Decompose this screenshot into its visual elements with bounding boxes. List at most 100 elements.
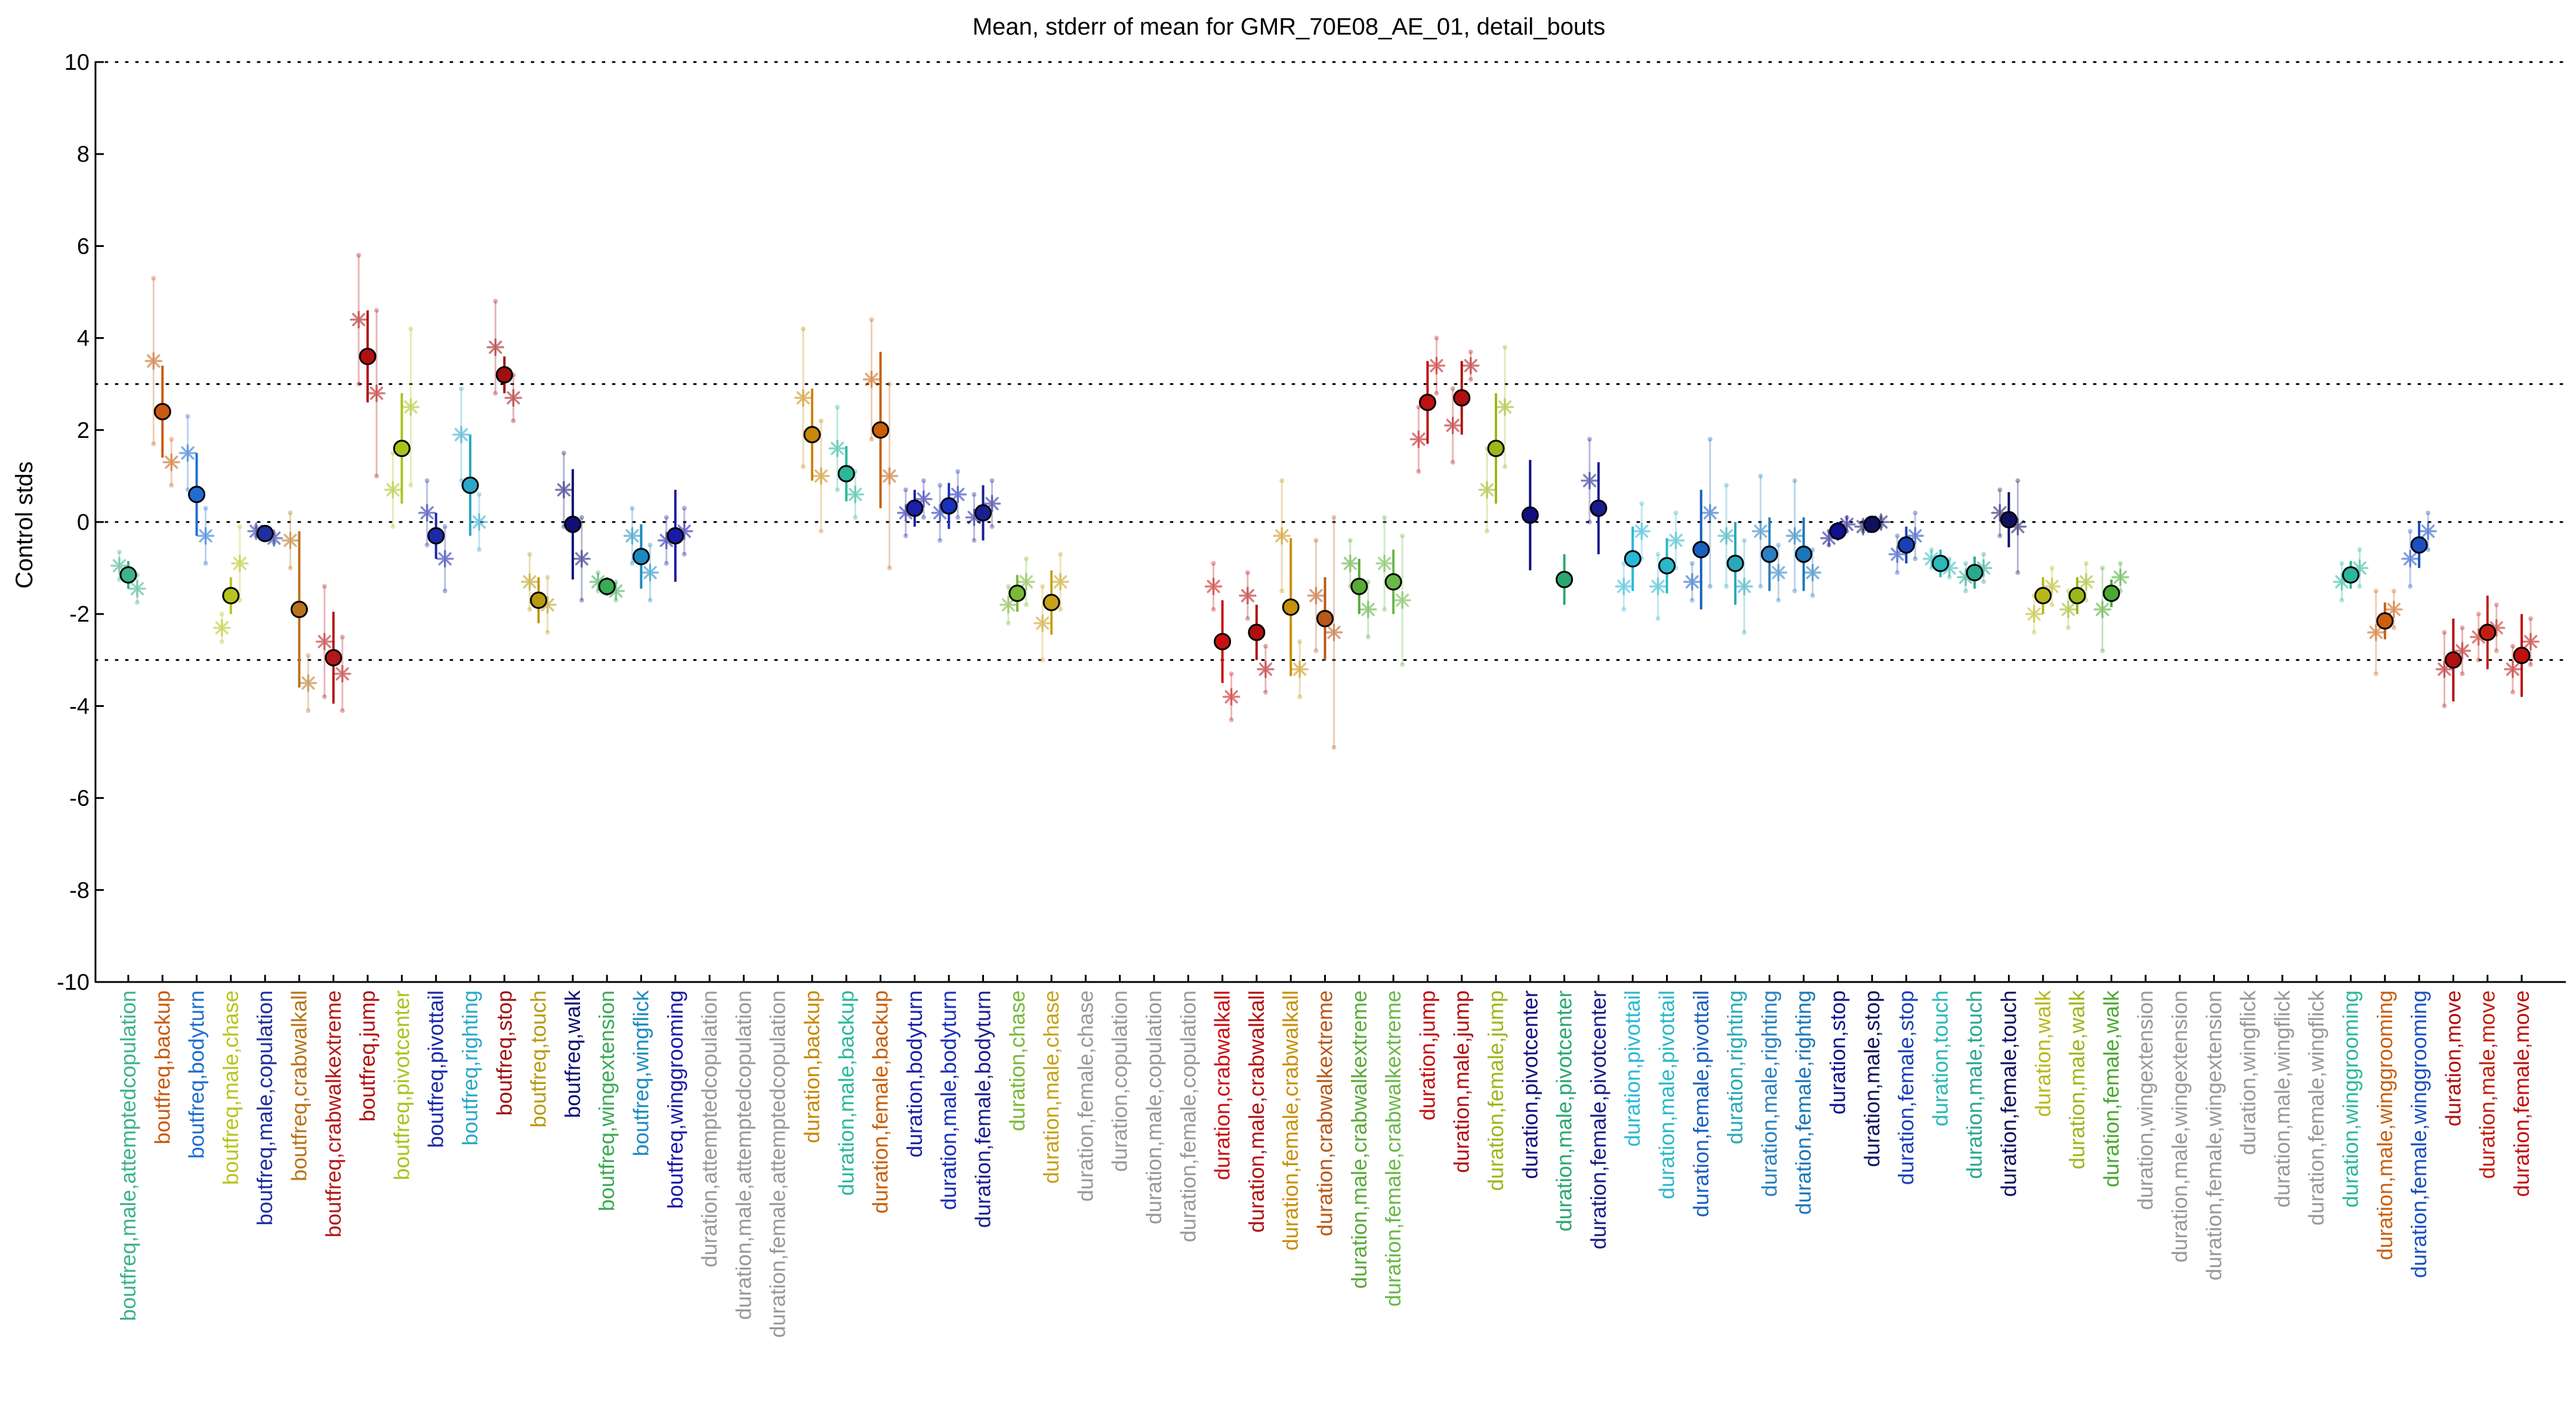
sub-error-dot	[887, 381, 892, 387]
sub-mean-star	[1273, 527, 1291, 545]
category-marks	[2435, 618, 2472, 709]
sub-mean-star	[384, 481, 402, 499]
mean-marker	[667, 527, 684, 545]
y-tick-label: 8	[77, 142, 90, 167]
sub-error-dot	[2373, 588, 2378, 594]
x-tick-label: duration,male,chase	[1039, 990, 1063, 1184]
sub-mean-star	[144, 352, 163, 370]
sub-error-dot	[511, 418, 516, 424]
sub-error-dot	[2391, 625, 2396, 631]
mean-marker	[1282, 598, 1300, 616]
category-marks	[555, 450, 591, 603]
category-marks	[999, 556, 1035, 626]
mean-marker	[598, 578, 616, 595]
sub-mean-star	[1291, 660, 1309, 678]
sub-error-dot	[2442, 703, 2447, 709]
sub-mean-star	[999, 596, 1017, 614]
mean-marker	[256, 524, 274, 542]
sub-error-dot	[1742, 630, 1747, 635]
mean-marker	[2410, 536, 2428, 554]
sub-error-dot	[1485, 529, 1489, 534]
category-marks	[1717, 483, 1753, 635]
sub-error-dot	[2100, 648, 2105, 653]
sub-mean-star	[2093, 600, 2112, 619]
x-tick-label: duration,stop	[1825, 990, 1850, 1114]
category-marks	[1556, 554, 1574, 605]
x-tick-label: duration,male,wingextension	[2167, 990, 2192, 1262]
sub-error-dot	[955, 515, 961, 520]
x-tick-label: boutfreq,backup	[150, 990, 174, 1144]
sub-mean-star	[1341, 554, 1359, 573]
category-marks	[1957, 551, 1992, 594]
category-marks	[2367, 588, 2403, 677]
mean-marker	[2342, 566, 2359, 584]
category-marks	[418, 478, 454, 594]
sub-error-dot	[1450, 459, 1455, 465]
sub-mean-star	[2111, 568, 2130, 586]
mean-marker	[359, 347, 377, 365]
sub-mean-star	[1375, 554, 1393, 573]
sub-error-dot	[322, 583, 327, 589]
sub-error-dot	[1912, 556, 1918, 561]
sub-error-dot	[1758, 583, 1763, 589]
sub-error-dot	[2460, 671, 2465, 677]
sub-error-dot	[1005, 583, 1011, 589]
sub-error-dot	[647, 542, 653, 548]
sub-error-dot	[613, 598, 619, 603]
category-marks	[1991, 478, 2027, 575]
x-tick-label: duration,male,copulation	[1142, 990, 1166, 1224]
sub-error-dot	[1263, 644, 1268, 649]
category-marks	[2093, 561, 2130, 653]
sub-error-dot	[203, 505, 208, 511]
sub-error-dot	[477, 492, 482, 497]
category-marks	[247, 522, 283, 547]
x-tick-label: boutfreq,crabwalkall	[287, 990, 311, 1181]
sub-mean-star	[1461, 357, 1480, 375]
sub-error-dot	[1365, 634, 1371, 640]
sub-error-dot	[921, 478, 926, 483]
sub-error-dot	[801, 464, 806, 470]
sub-error-dot	[1929, 547, 1934, 552]
sub-error-dot	[1023, 602, 1029, 607]
sub-error-dot	[424, 542, 430, 548]
sub-mean-star	[1409, 430, 1428, 448]
sub-error-dot	[2373, 671, 2378, 677]
sub-error-dot	[1912, 510, 1918, 515]
sub-error-dot	[2015, 570, 2020, 575]
sub-mean-star	[2522, 632, 2540, 651]
x-tick-label: boutfreq,walk	[560, 990, 585, 1118]
sub-mean-star	[2504, 660, 2522, 678]
sub-error-dot	[2015, 478, 2020, 483]
sub-error-dot	[1724, 483, 1729, 488]
x-tick-label: duration,crabwalkextreme	[1313, 990, 1337, 1236]
mean-marker	[2479, 623, 2497, 641]
mean-marker	[119, 566, 137, 584]
x-tick-label: boutfreq,wingflick	[629, 990, 653, 1156]
category-marks	[658, 490, 693, 582]
x-tick-label: duration,male,walk	[2065, 990, 2089, 1169]
sub-error-dot	[835, 404, 840, 410]
x-tick-label: duration,male,crabwalkextreme	[1347, 990, 1371, 1289]
sub-error-dot	[1331, 745, 1337, 750]
sub-error-dot	[2460, 625, 2465, 631]
sub-error-dot	[937, 483, 943, 488]
sub-error-dot	[459, 386, 464, 391]
sub-mean-star	[2367, 623, 2385, 641]
sub-mean-star	[520, 573, 539, 591]
sub-mean-star	[402, 398, 420, 416]
category-marks	[623, 505, 659, 603]
category-marks	[213, 524, 249, 644]
sub-error-dot	[1331, 515, 1337, 520]
category-marks	[316, 583, 351, 714]
mean-marker	[325, 648, 343, 666]
mean-marker	[1863, 515, 1881, 533]
category-marks	[1409, 335, 1446, 474]
x-tick-label: duration,male,pivotcenter	[1552, 990, 1577, 1231]
x-tick-label: duration,female,walk	[2099, 990, 2123, 1187]
reference-lines	[94, 61, 2567, 983]
sub-error-dot	[356, 381, 362, 387]
sub-mean-star	[368, 384, 385, 402]
category-marks	[1239, 570, 1275, 695]
sub-error-dot	[801, 326, 806, 332]
category-marks	[1204, 561, 1241, 722]
